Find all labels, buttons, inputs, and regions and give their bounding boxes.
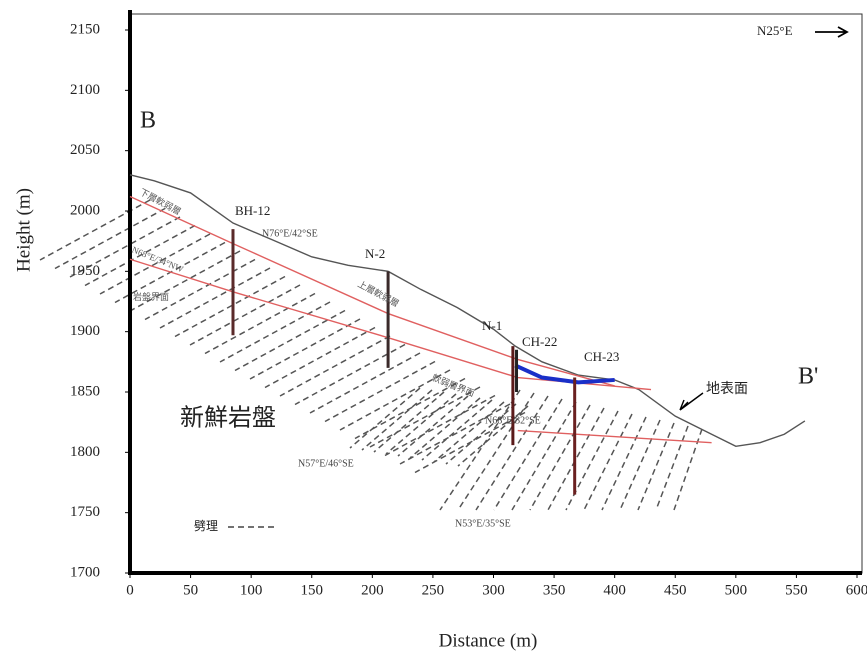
joint-line — [174, 275, 286, 338]
x-tick-label: 150 — [301, 582, 324, 598]
x-tick-label: 450 — [664, 582, 687, 598]
joint-line — [655, 425, 689, 511]
annotation: 軟弱層界面 — [430, 372, 476, 399]
joint-line — [414, 411, 526, 474]
joint-line — [324, 360, 436, 423]
joint-line — [457, 392, 535, 511]
annotation: N68°E/32°SE — [485, 415, 541, 426]
joint-line — [361, 389, 433, 451]
joint-line — [583, 413, 633, 511]
joint-line — [475, 395, 549, 511]
annotation: B — [140, 108, 156, 134]
annotation: N25°E — [757, 23, 793, 38]
y-tick-label: 1800 — [70, 444, 100, 460]
surface-arrow — [679, 392, 704, 411]
borehole-label: CH-22 — [522, 334, 557, 349]
x-tick-label: 100 — [240, 582, 263, 598]
north-arrow — [815, 26, 849, 38]
borehole-label: BH-12 — [235, 203, 270, 218]
y-tick-label: 1900 — [70, 323, 100, 339]
annotation: 新鮮岩盤 — [180, 405, 276, 432]
profile-line — [129, 174, 806, 448]
joint-line — [129, 250, 241, 312]
joint-line — [234, 309, 346, 372]
joint-line — [601, 416, 647, 511]
joint-line — [457, 405, 529, 467]
joint-line — [189, 284, 301, 346]
borehole-label: CH-23 — [584, 349, 619, 364]
joint-line — [219, 301, 331, 363]
joint-line — [511, 401, 577, 511]
borehole-label: N-2 — [365, 246, 385, 261]
annotation: 上層軟弱層 — [356, 278, 401, 309]
joint-line — [619, 419, 661, 511]
profile-line — [129, 258, 652, 391]
joint-lines — [39, 199, 703, 511]
annotation: N68°E/34°NW — [130, 244, 185, 274]
x-tick-label: 600 — [846, 582, 867, 598]
annotation: 劈理 — [194, 518, 218, 533]
y-tick-label: 1700 — [70, 564, 100, 580]
y-tick-label: 2050 — [70, 142, 100, 158]
x-axis-title: Distance (m) — [439, 630, 538, 651]
joint-line — [373, 391, 445, 453]
y-axis-title: Height (m) — [13, 188, 34, 272]
x-tick-label: 50 — [183, 582, 198, 598]
profile-line — [514, 363, 615, 385]
joint-line — [409, 397, 481, 459]
y-tick-label: 1950 — [70, 263, 100, 279]
joint-line — [144, 258, 256, 321]
joint-line — [384, 394, 496, 457]
x-tick-label: 0 — [126, 582, 134, 598]
annotation: 岩盤界面 — [133, 291, 169, 302]
x-tick-label: 350 — [543, 582, 566, 598]
annotation: N57°E/46°SE — [298, 458, 354, 469]
annotation: 地表面 — [706, 381, 748, 397]
joint-line — [433, 401, 505, 463]
x-tick-label: 300 — [482, 582, 505, 598]
joint-line — [84, 224, 196, 287]
y-tick-label: 2150 — [70, 21, 100, 37]
borehole-label: N-1 — [482, 318, 502, 333]
annotation: N76°E/42°SE — [262, 228, 318, 239]
profile-line — [517, 429, 712, 444]
joint-line — [264, 326, 376, 389]
joint-line — [99, 233, 211, 295]
joint-line — [309, 352, 421, 414]
annotation: B' — [798, 364, 818, 390]
joint-line — [249, 318, 361, 380]
joint-line — [385, 393, 457, 455]
joint-line — [637, 422, 675, 511]
x-tick-label: 250 — [422, 582, 445, 598]
x-tick-label: 550 — [785, 582, 808, 598]
annotation: N53°E/35°SE — [455, 518, 511, 529]
joint-line — [445, 403, 517, 465]
joint-line — [349, 387, 421, 449]
joint-line — [399, 403, 511, 465]
x-tick-label: 500 — [725, 582, 748, 598]
joint-line — [54, 207, 166, 270]
joint-line — [529, 404, 591, 511]
joint-line — [369, 386, 481, 448]
y-tick-label: 2100 — [70, 82, 100, 98]
joint-line — [421, 399, 493, 461]
joint-line — [493, 398, 563, 511]
annotation: 下層軟弱層 — [138, 186, 183, 217]
joint-line — [673, 428, 703, 511]
y-tick-label: 2000 — [70, 202, 100, 218]
y-tick-label: 1750 — [70, 504, 100, 520]
x-tick-label: 200 — [361, 582, 384, 598]
joint-line — [69, 216, 181, 278]
joint-line — [397, 395, 469, 457]
joint-line — [339, 369, 451, 431]
y-tick-label: 1850 — [70, 383, 100, 399]
x-tick-label: 400 — [603, 582, 626, 598]
joint-line — [204, 292, 316, 355]
joint-line — [439, 389, 521, 511]
joint-line — [159, 267, 271, 329]
joint-line — [279, 335, 391, 397]
